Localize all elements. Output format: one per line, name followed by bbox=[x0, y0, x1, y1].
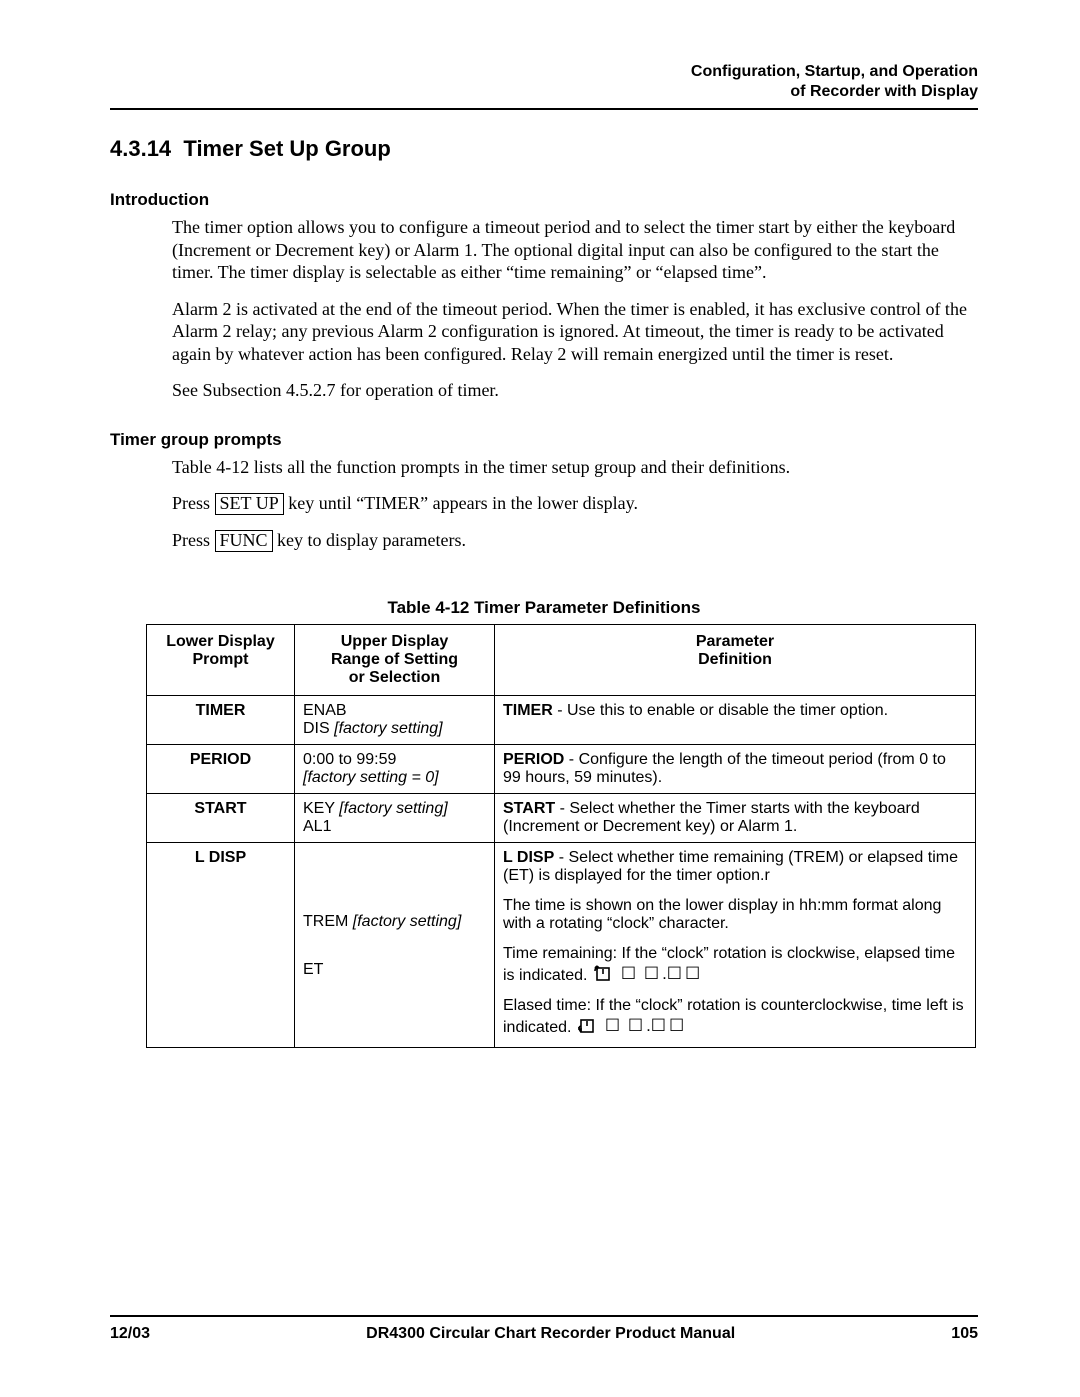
cell-definition: PERIOD - Configure the length of the tim… bbox=[495, 744, 976, 793]
cell-prompt: TIMER bbox=[147, 695, 295, 744]
table-header-row: Lower Display Prompt Upper Display Range… bbox=[147, 624, 976, 695]
prompts-heading: Timer group prompts bbox=[110, 430, 978, 450]
intro-p1: The timer option allows you to configure… bbox=[172, 216, 978, 284]
cell-definition: START - Select whether the Timer starts … bbox=[495, 793, 976, 842]
timer-parameter-table: Lower Display Prompt Upper Display Range… bbox=[146, 624, 976, 1048]
intro-body: The timer option allows you to configure… bbox=[172, 216, 978, 402]
prompts-body: Table 4-12 lists all the function prompt… bbox=[172, 456, 978, 552]
table-row: L DISP TREM [factory setting] ET L DISP … bbox=[147, 842, 976, 1047]
page-footer: 12/03 DR4300 Circular Chart Recorder Pro… bbox=[110, 1315, 978, 1343]
cell-prompt: PERIOD bbox=[147, 744, 295, 793]
cell-range: 0:00 to 99:59 [factory setting = 0] bbox=[295, 744, 495, 793]
key-func: FUNC bbox=[215, 530, 273, 552]
table-row: TIMER ENAB DIS [factory setting] TIMER -… bbox=[147, 695, 976, 744]
running-header: Configuration, Startup, and Operation of… bbox=[110, 62, 978, 110]
col-header-2: Upper Display Range of Setting or Select… bbox=[295, 624, 495, 695]
header-line-2: of Recorder with Display bbox=[110, 82, 978, 102]
display-digits: ☐ ☐.☐☐ bbox=[621, 964, 703, 983]
prompts-intro: Table 4-12 lists all the function prompt… bbox=[172, 456, 978, 479]
section-title-text: Timer Set Up Group bbox=[183, 136, 390, 161]
cell-prompt: L DISP bbox=[147, 842, 295, 1047]
cell-range: ENAB DIS [factory setting] bbox=[295, 695, 495, 744]
clock-ccw-icon bbox=[576, 1015, 596, 1035]
cell-range: KEY [factory setting] AL1 bbox=[295, 793, 495, 842]
press-setup-line: Press SET UP key until “TIMER” appears i… bbox=[172, 492, 978, 515]
key-setup: SET UP bbox=[215, 493, 284, 515]
intro-p2: Alarm 2 is activated at the end of the t… bbox=[172, 298, 978, 366]
footer-title: DR4300 Circular Chart Recorder Product M… bbox=[366, 1325, 735, 1343]
cell-prompt: START bbox=[147, 793, 295, 842]
footer-date: 12/03 bbox=[110, 1325, 150, 1343]
section-number: 4.3.14 bbox=[110, 136, 171, 161]
header-line-1: Configuration, Startup, and Operation bbox=[110, 62, 978, 82]
col-header-1: Lower Display Prompt bbox=[147, 624, 295, 695]
cell-definition: L DISP - Select whether time remaining (… bbox=[495, 842, 976, 1047]
section-heading: 4.3.14 Timer Set Up Group bbox=[110, 136, 978, 162]
cell-range: TREM [factory setting] ET bbox=[295, 842, 495, 1047]
table-row: PERIOD 0:00 to 99:59 [factory setting = … bbox=[147, 744, 976, 793]
clock-cw-icon bbox=[592, 963, 612, 983]
col-header-3: Parameter Definition bbox=[495, 624, 976, 695]
table-row: START KEY [factory setting] AL1 START - … bbox=[147, 793, 976, 842]
intro-p3: See Subsection 4.5.2.7 for operation of … bbox=[172, 379, 978, 402]
display-digits: ☐ ☐.☐☐ bbox=[605, 1016, 687, 1035]
cell-definition: TIMER - Use this to enable or disable th… bbox=[495, 695, 976, 744]
footer-page: 105 bbox=[951, 1325, 978, 1343]
press-func-line: Press FUNC key to display parameters. bbox=[172, 529, 978, 552]
intro-heading: Introduction bbox=[110, 190, 978, 210]
table-caption: Table 4-12 Timer Parameter Definitions bbox=[110, 598, 978, 618]
